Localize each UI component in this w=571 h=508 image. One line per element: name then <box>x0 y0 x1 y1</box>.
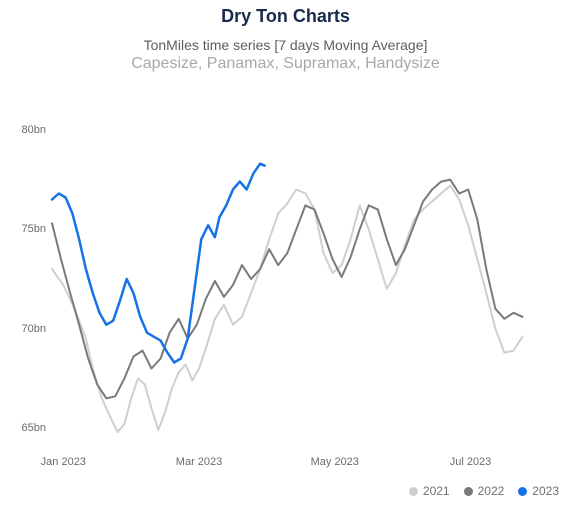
x-tick-label: May 2023 <box>311 456 359 468</box>
chart-plot-area: 65bn 70bn 75bn 80bn Jan 2023 Mar 2023 May 202… <box>0 100 571 508</box>
legend-item-2022: 2022 <box>464 484 505 498</box>
legend-dot-2022 <box>464 487 473 496</box>
series-line-2021 <box>52 186 523 433</box>
legend-label-2021: 2021 <box>423 484 450 498</box>
chart-legend: 2021 2022 2023 <box>409 484 559 498</box>
legend-label-2023: 2023 <box>532 484 559 498</box>
chart-container: Dry Ton Charts TonMiles time series [7 d… <box>0 0 571 508</box>
y-tick-label: 80bn <box>6 124 46 136</box>
x-tick-label: Jan 2023 <box>41 456 86 468</box>
chart-subtitle-1: TonMiles time series [7 days Moving Aver… <box>0 37 571 53</box>
chart-subtitle-2: Capesize, Panamax, Supramax, Handysize <box>0 55 571 73</box>
x-tick-label: Jul 2023 <box>450 456 492 468</box>
y-tick-label: 65bn <box>6 422 46 434</box>
legend-label-2022: 2022 <box>478 484 505 498</box>
chart-plot <box>52 110 561 448</box>
legend-dot-2023 <box>518 487 527 496</box>
chart-svg <box>52 110 561 448</box>
y-tick-label: 70bn <box>6 323 46 335</box>
legend-item-2021: 2021 <box>409 484 450 498</box>
legend-item-2023: 2023 <box>518 484 559 498</box>
y-tick-label: 75bn <box>6 223 46 235</box>
chart-title: Dry Ton Charts <box>0 0 571 27</box>
x-tick-label: Mar 2023 <box>176 456 222 468</box>
legend-dot-2021 <box>409 487 418 496</box>
